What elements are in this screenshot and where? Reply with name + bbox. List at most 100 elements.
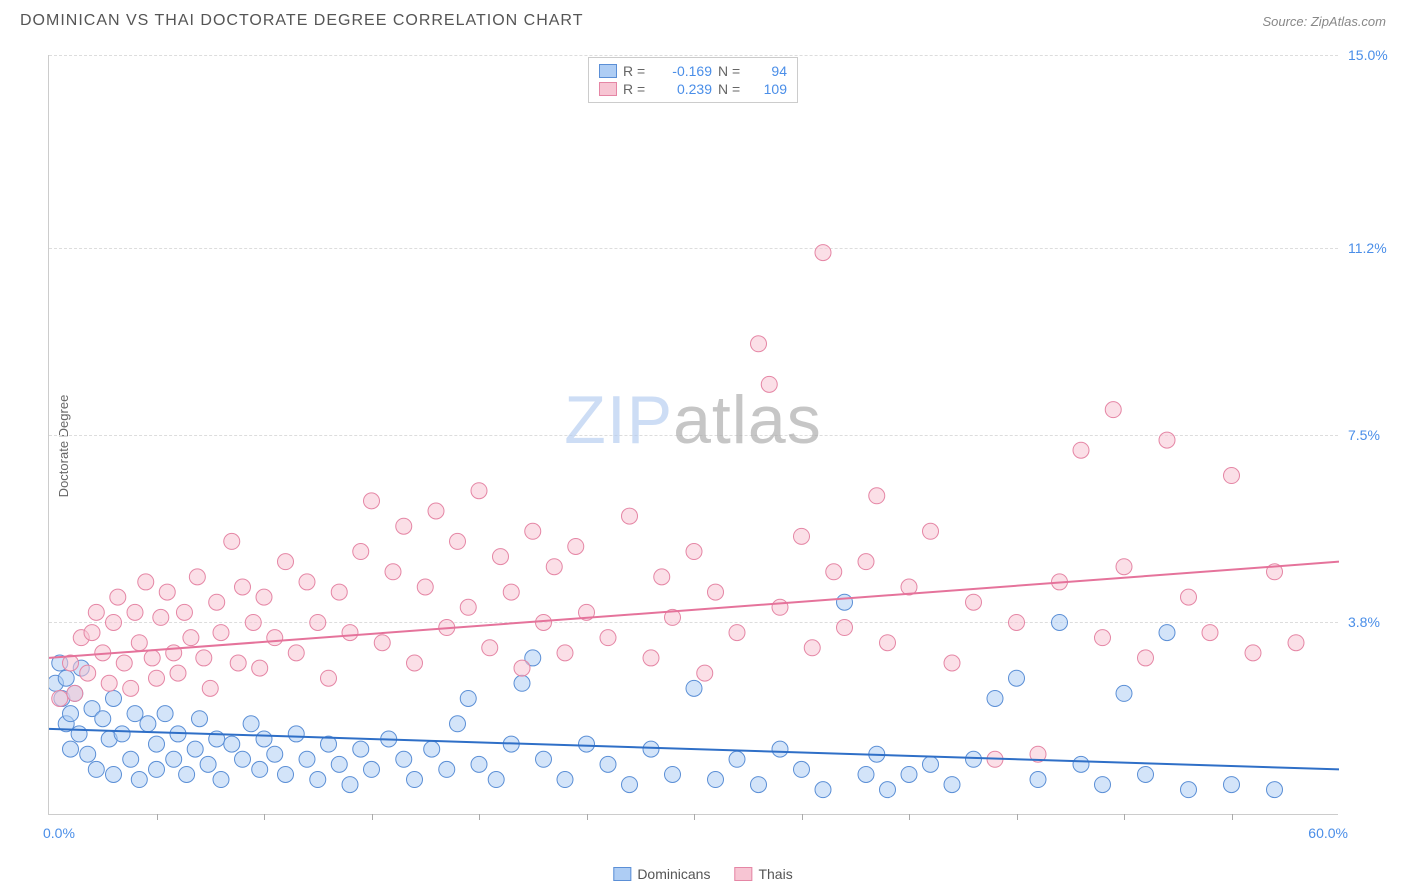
scatter-point — [568, 538, 584, 554]
plot-area — [48, 55, 1338, 815]
scatter-point — [196, 650, 212, 666]
scatter-point — [267, 746, 283, 762]
scatter-point — [1095, 777, 1111, 793]
scatter-point — [252, 660, 268, 676]
scatter-point — [321, 670, 337, 686]
scatter-point — [353, 741, 369, 757]
scatter-point — [1116, 685, 1132, 701]
scatter-point — [751, 336, 767, 352]
scatter-point — [192, 711, 208, 727]
scatter-point — [1009, 670, 1025, 686]
scatter-point — [665, 766, 681, 782]
scatter-point — [84, 625, 100, 641]
scatter-point — [536, 614, 552, 630]
scatter-point — [131, 772, 147, 788]
swatch-dominicans — [599, 64, 617, 78]
scatter-point — [67, 685, 83, 701]
scatter-point — [923, 756, 939, 772]
scatter-point — [235, 579, 251, 595]
scatter-point — [200, 756, 216, 772]
scatter-point — [288, 645, 304, 661]
scatter-point — [138, 574, 154, 590]
scatter-point — [837, 620, 853, 636]
scatter-point — [1009, 614, 1025, 630]
scatter-point — [1288, 635, 1304, 651]
scatter-point — [869, 488, 885, 504]
scatter-point — [116, 655, 132, 671]
scatter-point — [1116, 559, 1132, 575]
scatter-point — [224, 533, 240, 549]
scatter-point — [460, 599, 476, 615]
scatter-point — [880, 782, 896, 798]
scatter-point — [503, 584, 519, 600]
trend-line — [49, 562, 1339, 658]
scatter-point — [88, 604, 104, 620]
scatter-point — [95, 711, 111, 727]
scatter-point — [310, 614, 326, 630]
scatter-point — [243, 716, 259, 732]
scatter-point — [230, 655, 246, 671]
scatter-point — [600, 630, 616, 646]
scatter-point — [686, 544, 702, 560]
scatter-point — [761, 376, 777, 392]
scatter-point — [751, 777, 767, 793]
plot-container: ZIPatlas R = -0.169 N = 94 R = 0.239 N =… — [48, 55, 1338, 815]
scatter-point — [1224, 777, 1240, 793]
scatter-point — [794, 761, 810, 777]
scatter-point — [224, 736, 240, 752]
scatter-point — [514, 675, 530, 691]
scatter-point — [557, 645, 573, 661]
scatter-point — [417, 579, 433, 595]
scatter-point — [106, 690, 122, 706]
scatter-point — [804, 640, 820, 656]
scatter-point — [1030, 772, 1046, 788]
scatter-point — [686, 680, 702, 696]
scatter-point — [80, 665, 96, 681]
scatter-point — [815, 782, 831, 798]
scatter-point — [460, 690, 476, 706]
scatter-point — [58, 670, 74, 686]
scatter-point — [525, 523, 541, 539]
scatter-point — [299, 751, 315, 767]
scatter-point — [179, 766, 195, 782]
scatter-point — [987, 690, 1003, 706]
scatter-point — [1095, 630, 1111, 646]
scatter-point — [858, 766, 874, 782]
y-tick-label: 15.0% — [1348, 47, 1388, 63]
scatter-point — [396, 751, 412, 767]
scatter-point — [106, 766, 122, 782]
scatter-point — [729, 751, 745, 767]
scatter-point — [71, 726, 87, 742]
scatter-point — [80, 746, 96, 762]
scatter-point — [966, 751, 982, 767]
scatter-point — [600, 756, 616, 772]
scatter-point — [1181, 782, 1197, 798]
scatter-point — [385, 564, 401, 580]
scatter-point — [837, 594, 853, 610]
scatter-point — [106, 614, 122, 630]
scatter-point — [149, 736, 165, 752]
scatter-point — [450, 716, 466, 732]
scatter-point — [331, 584, 347, 600]
scatter-point — [557, 772, 573, 788]
scatter-point — [622, 777, 638, 793]
scatter-point — [342, 625, 358, 641]
scatter-point — [901, 766, 917, 782]
legend-swatch-dominicans — [613, 867, 631, 881]
scatter-point — [310, 772, 326, 788]
scatter-point — [63, 706, 79, 722]
scatter-point — [166, 751, 182, 767]
x-axis-end-label: 60.0% — [1308, 825, 1348, 841]
scatter-point — [944, 655, 960, 671]
y-tick-label: 3.8% — [1348, 614, 1380, 630]
scatter-point — [127, 604, 143, 620]
scatter-point — [815, 245, 831, 261]
x-axis-start-label: 0.0% — [43, 825, 75, 841]
scatter-point — [159, 584, 175, 600]
scatter-point — [140, 716, 156, 732]
scatter-point — [176, 604, 192, 620]
scatter-point — [52, 690, 68, 706]
scatter-point — [579, 736, 595, 752]
stats-row-thais: R = 0.239 N = 109 — [599, 80, 787, 98]
scatter-point — [1245, 645, 1261, 661]
